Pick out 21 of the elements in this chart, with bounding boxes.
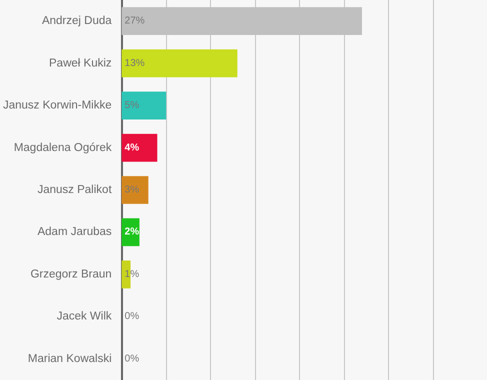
- bar: [122, 134, 158, 162]
- data-label: 13%: [124, 58, 145, 69]
- bar: [122, 92, 166, 120]
- data-label: 3%: [124, 184, 140, 196]
- y-tick-label: Janusz Korwin-Mikke: [2, 100, 112, 112]
- data-label: 27%: [124, 16, 145, 27]
- y-tick-label: Janusz Palikot: [37, 184, 112, 196]
- data-label: 2%: [124, 226, 140, 238]
- y-tick-label: Grzegorz Braun: [30, 268, 112, 280]
- data-label: 5%: [124, 100, 140, 112]
- data-label: 4%: [124, 142, 140, 154]
- y-tick-label: Marian Kowalski: [28, 352, 112, 365]
- y-tick-label: Adam Jarubas: [37, 226, 112, 238]
- bar: [122, 176, 148, 204]
- data-label: 0%: [124, 311, 140, 322]
- bar: [122, 49, 238, 78]
- y-tick-label: Paweł Kukiz: [49, 57, 112, 70]
- y-tick-label: Andrzej Duda: [42, 15, 112, 28]
- y-tick-label: Magdalena Ogórek: [14, 142, 112, 154]
- y-tick-label: Jacek Wilk: [56, 310, 112, 323]
- data-label: 0%: [124, 353, 140, 364]
